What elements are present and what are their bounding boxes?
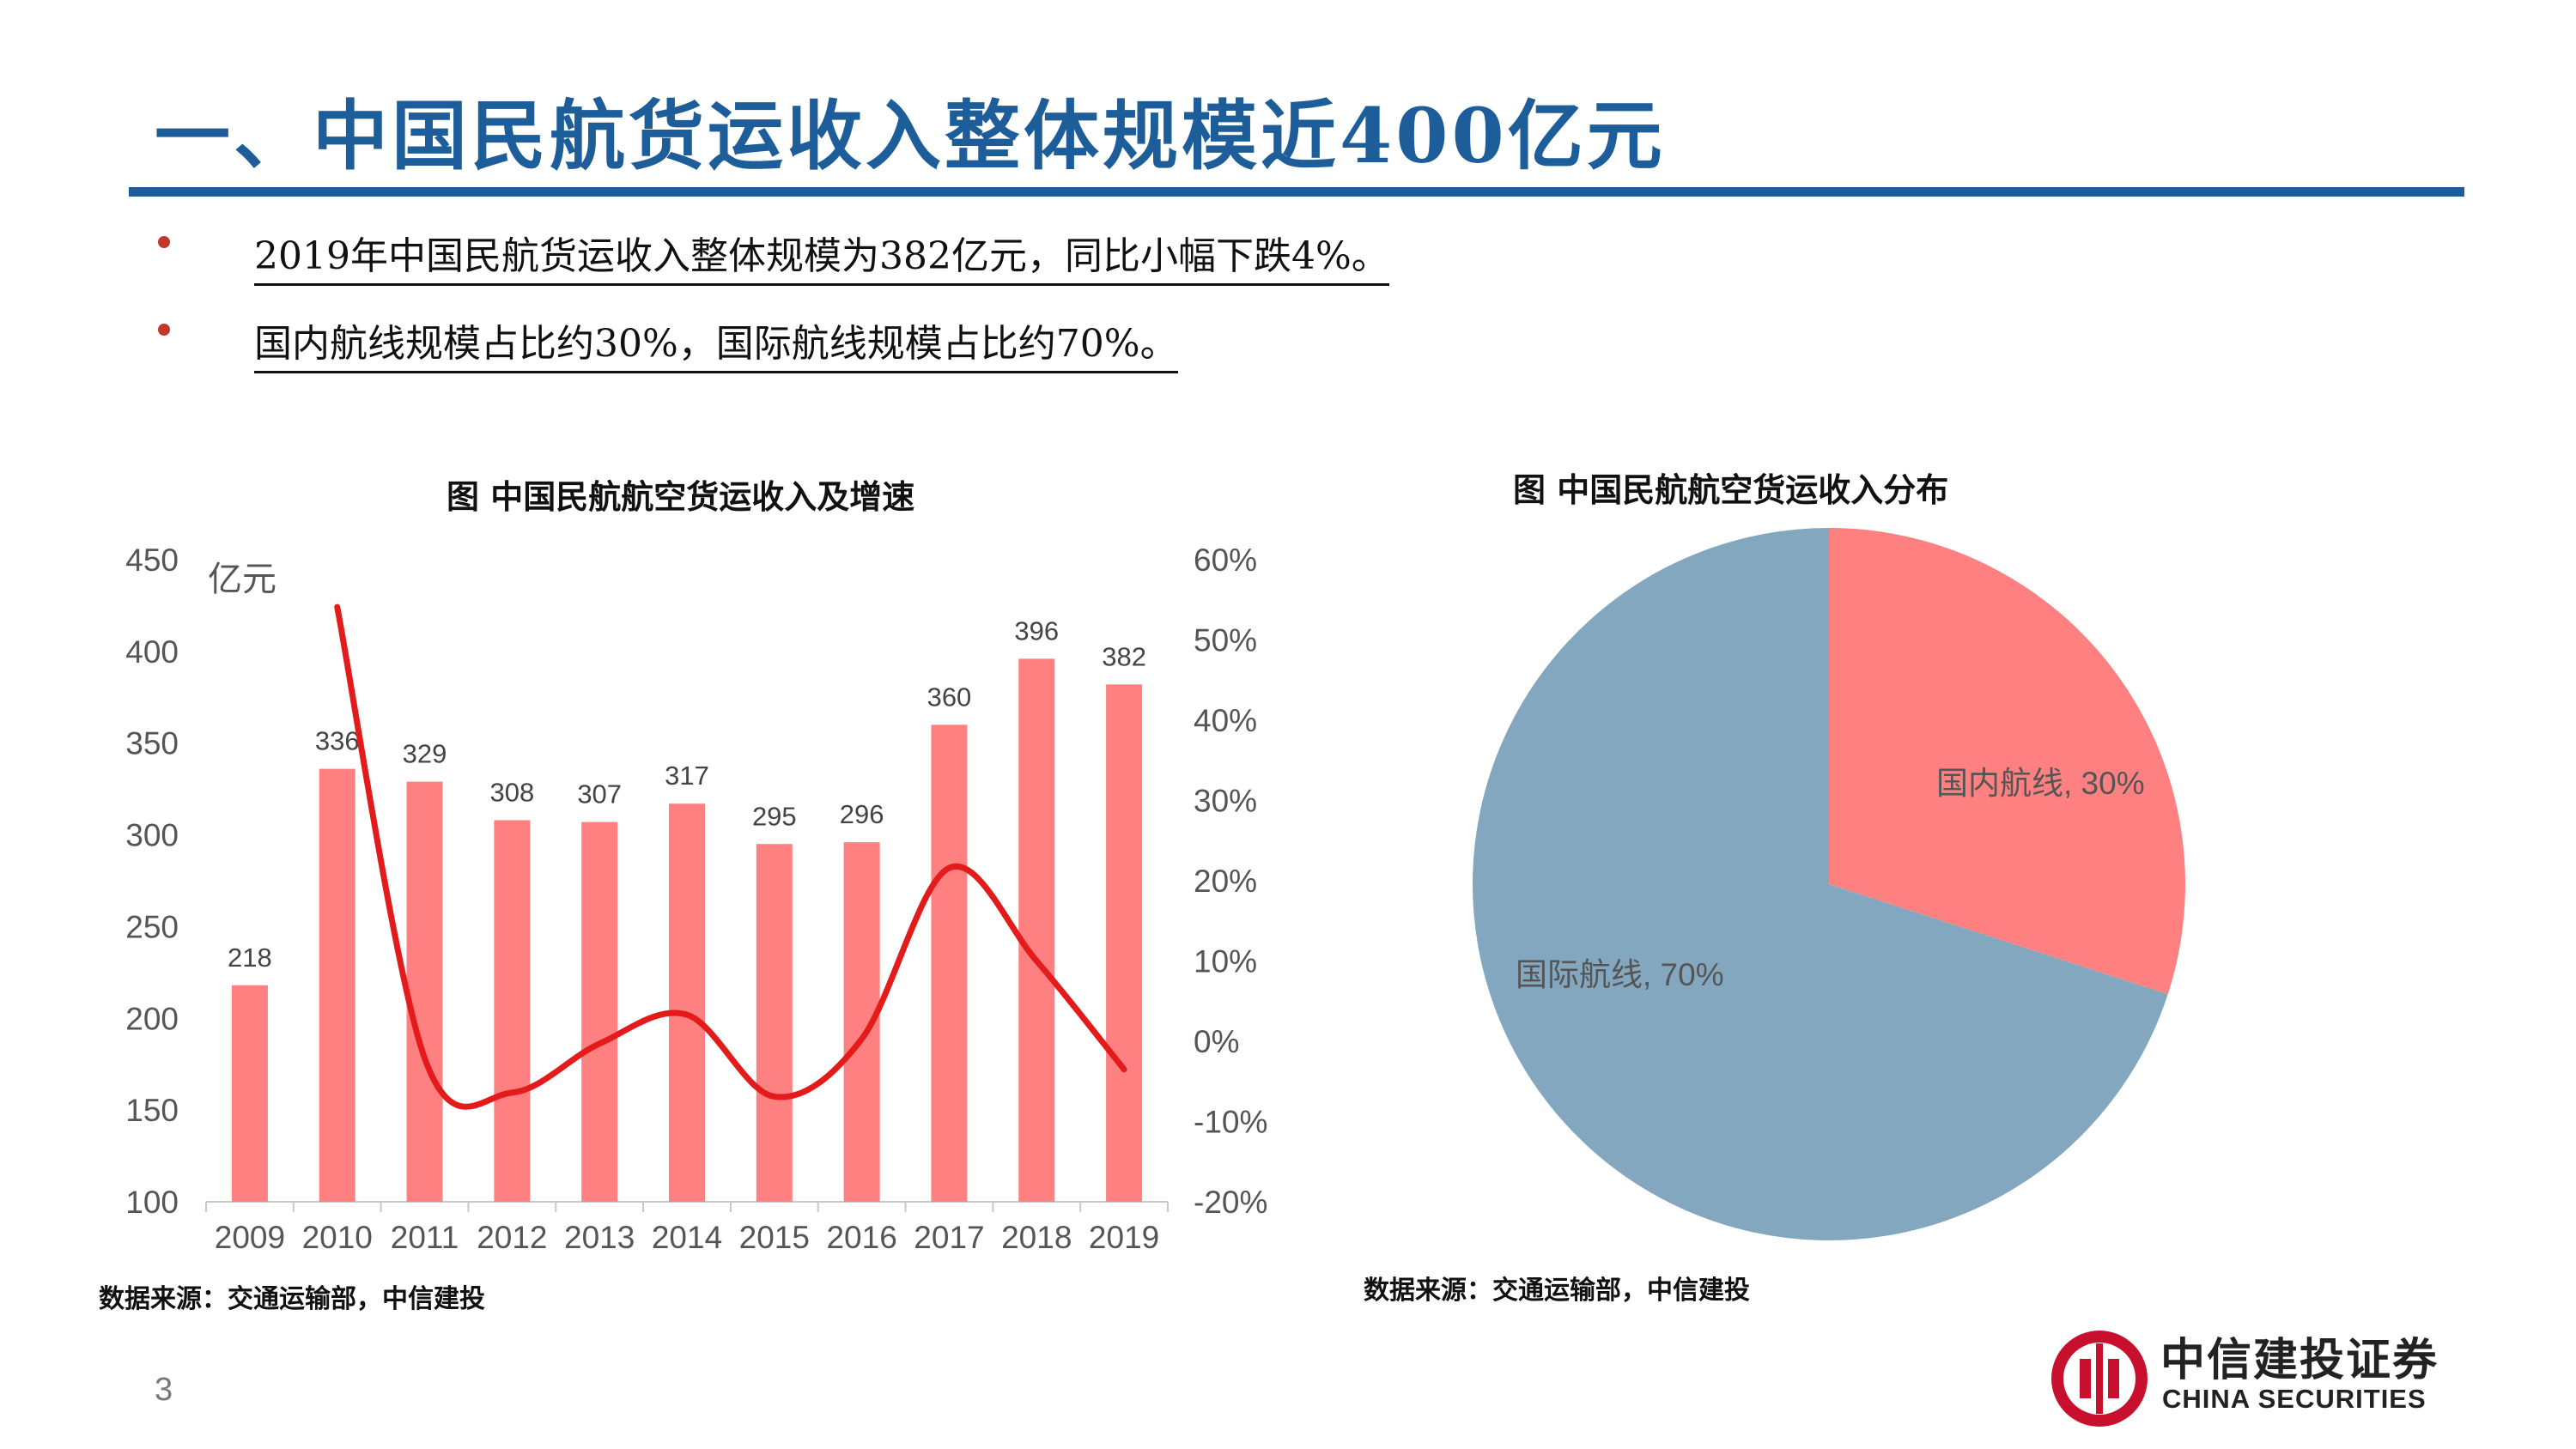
bar-2010 [319,768,355,1202]
bar-2014 [669,803,705,1202]
y-right-tick-label: 10% [1194,944,1257,979]
x-tick-label: 2015 [739,1220,810,1255]
page-number: 3 [155,1372,173,1408]
x-tick-label: 2019 [1089,1220,1159,1255]
logo-name-cn: 中信建投证券 [2160,1335,2439,1386]
slide-title: 一、中国民航货运收入整体规模近400亿元 [155,91,1666,180]
x-tick-label: 2011 [391,1220,459,1255]
bar-value-label: 307 [577,779,622,809]
y-right-tick-label: -20% [1194,1185,1267,1220]
bar-chart-source: 数据来源：交通运输部，中信建投 [99,1284,485,1314]
y-right-tick-label: 50% [1194,623,1257,658]
bar-value-label: 317 [665,761,709,791]
bar-value-label: 296 [840,799,884,829]
bar-value-label: 396 [1014,615,1059,646]
pie-chart-title: 图 中国民航航空货运收入分布 [1513,470,1949,509]
revenue-distribution-pie: 国内航线, 30% 国际航线, 70% [1473,528,2185,1240]
x-tick-label: 2012 [477,1220,547,1255]
pie-slice-label: 国际航线, 70% [1516,957,1724,992]
y-right-tick-label: 40% [1194,703,1257,738]
bullet-dot-1 [158,236,170,248]
bar-value-label: 295 [752,801,797,831]
bar-value-label: 336 [315,726,360,756]
y-left-tick-label: 100 [125,1185,179,1220]
y-right-tick-label: -10% [1194,1105,1267,1140]
y-right-tick-label: 60% [1194,543,1257,578]
x-tick-label: 2014 [652,1220,722,1255]
y-right-tick-label: 0% [1194,1024,1239,1059]
x-tick-label: 2018 [1001,1220,1072,1255]
y-left-tick-label: 250 [125,909,179,944]
pie-chart-source: 数据来源：交通运输部，中信建投 [1364,1276,1750,1306]
y-left-tick-label: 450 [125,543,179,578]
y-left-tick-label: 400 [125,634,179,670]
y-right-tick-label: 30% [1194,784,1257,819]
y-right-tick-label: 20% [1194,864,1257,899]
pie-slice-label: 国内航线, 30% [1936,766,2145,801]
bar-2015 [756,844,793,1202]
bar-value-label: 218 [228,943,272,973]
title-divider [129,187,2464,197]
logo-name-en: CHINA SECURITIES [2162,1384,2427,1414]
bar-chart-title: 图 中国民航航空货运收入及增速 [447,477,915,516]
bar-2017 [931,724,968,1202]
growth-rate-line [334,603,1127,1110]
bullet-text-2: 国内航线规模占比约30%，国际航线规模占比约70%。 [254,312,1178,373]
bullet-text-1: 2019年中国民航货运收入整体规模为382亿元，同比小幅下跌4%。 [254,225,1389,286]
bar-2012 [494,820,531,1202]
bar-value-label: 308 [489,777,534,807]
bullet-dot-2 [158,324,170,336]
bar-2019 [1106,684,1143,1202]
y-left-tick-label: 200 [125,1001,179,1036]
bar-value-label: 382 [1102,641,1146,671]
x-tick-label: 2016 [826,1220,896,1255]
bar-value-label: 329 [403,739,447,769]
x-tick-label: 2010 [302,1220,373,1255]
bar-2018 [1018,658,1055,1202]
pie-slice-1 [1473,528,2168,1240]
pie-slice-0 [1829,528,2185,995]
y-left-tick-label: 350 [125,726,179,761]
x-tick-label: 2017 [914,1220,984,1255]
bar-2011 [406,781,443,1202]
x-tick-label: 2009 [215,1220,285,1255]
y-left-tick-label: 300 [125,818,179,853]
x-tick-label: 2013 [564,1220,635,1255]
bar-value-label: 360 [927,682,972,712]
bar-2009 [231,985,268,1202]
y-unit-label: 亿元 [208,561,276,598]
bar-2013 [581,822,618,1202]
logo-emblem-icon [2051,1331,2148,1427]
revenue-growth-combo-chart: 亿元 450 400 350 300 250 200 150 100 60% 50% 40% 30% 2… [125,543,1267,1255]
y-left-tick-label: 150 [125,1093,179,1128]
